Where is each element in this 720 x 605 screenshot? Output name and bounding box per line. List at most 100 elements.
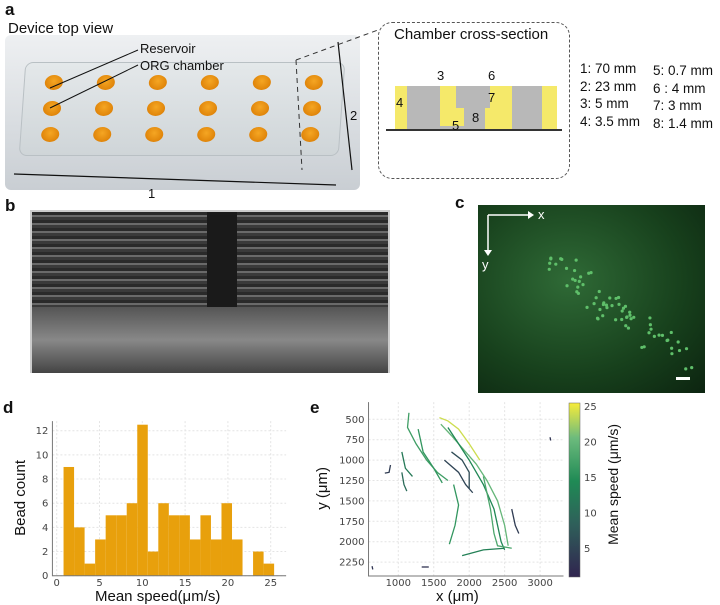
- legend-4: 4: 3.5 mm: [580, 113, 641, 129]
- cs-label-5: 5: [452, 118, 460, 133]
- axis-arrows: [484, 211, 694, 380]
- bead: [548, 261, 552, 265]
- e-xlabel: x (μm): [436, 588, 479, 605]
- y-tick-label: 8: [42, 475, 48, 486]
- histogram-bar: [63, 466, 75, 576]
- dimension-legend-2: 5: 0.7 mm 6 : 4 mm 7: 3 mm 8: 1.4 mm: [653, 62, 720, 132]
- bead: [648, 316, 652, 320]
- bead: [614, 296, 618, 301]
- bead: [592, 302, 596, 306]
- y-tick-label: 2000: [339, 537, 364, 548]
- bead: [670, 346, 674, 350]
- bead: [657, 333, 661, 337]
- histogram-bar: [263, 563, 275, 576]
- y-axis-label: y: [482, 257, 489, 272]
- bead: [547, 267, 551, 271]
- histogram-bar: [253, 551, 264, 576]
- y-tick-label: 12: [36, 426, 49, 437]
- dimension-2-label: 2: [350, 108, 358, 123]
- device-top-view-title: Device top view: [8, 20, 114, 37]
- bead-track: [443, 459, 474, 494]
- bead-track: [461, 547, 505, 557]
- bead-track: [451, 451, 470, 489]
- bead-track: [511, 508, 520, 534]
- bead: [617, 302, 621, 306]
- bead: [626, 326, 631, 330]
- bead-track: [406, 412, 449, 482]
- histogram-bar: [158, 503, 169, 576]
- bead: [581, 282, 585, 287]
- histogram-bar: [147, 551, 159, 576]
- x-tick-label: 25: [264, 578, 277, 589]
- bead: [677, 348, 682, 353]
- histogram-bar: [126, 503, 138, 576]
- bead: [620, 309, 624, 313]
- bead: [684, 347, 689, 351]
- bead-track: [401, 472, 408, 492]
- bead-track: [401, 451, 413, 477]
- histogram-bar: [74, 527, 85, 576]
- bead: [565, 284, 569, 288]
- bead: [660, 333, 665, 337]
- colorbar-tick-label: 25: [584, 402, 597, 413]
- bead-track: [440, 423, 509, 546]
- bead: [669, 330, 673, 335]
- bead: [614, 318, 618, 322]
- bead: [648, 323, 652, 327]
- cs-label-3: 3: [437, 68, 445, 83]
- x-tick-label: 0: [54, 578, 60, 589]
- histogram-bar: [116, 515, 127, 576]
- bead-track: [447, 427, 506, 551]
- bead: [573, 278, 577, 283]
- bead: [666, 338, 670, 342]
- legend-6: 6 : 4 mm: [653, 80, 706, 96]
- legend-5: 5: 0.7 mm: [653, 63, 714, 78]
- x-tick-label: 2500: [492, 578, 517, 589]
- d-ylabel: Bead count: [12, 460, 29, 536]
- cs-label-4: 4: [396, 95, 404, 110]
- bead: [684, 367, 688, 371]
- x-tick-label: 10: [136, 578, 149, 589]
- bead: [604, 303, 609, 307]
- bead: [629, 317, 633, 321]
- panel-label-e: e: [310, 398, 320, 417]
- sem-base: [32, 307, 388, 373]
- bead-track: [448, 484, 460, 545]
- bead: [589, 271, 593, 275]
- x-tick-label: 1500: [421, 578, 446, 589]
- bead: [576, 291, 581, 296]
- x-tick-label: 2000: [456, 578, 481, 589]
- d-xlabel: Mean speed(μm/s): [95, 588, 221, 605]
- legend-1: 1: 70 mm: [580, 61, 637, 76]
- y-tick-label: 1750: [339, 517, 364, 528]
- cross-section-title: Chamber cross-section: [394, 26, 549, 43]
- x-tick-label: 3000: [527, 578, 552, 589]
- y-tick-label: 750: [345, 435, 364, 446]
- bead-track: [439, 417, 481, 461]
- sem-image: [30, 210, 390, 373]
- histogram-bar: [179, 515, 190, 576]
- bead: [642, 345, 646, 349]
- e-ylabel: y (μm): [314, 467, 331, 510]
- cs-label-7: 7: [488, 90, 496, 105]
- bead-track: [482, 476, 512, 549]
- histogram-bar: [105, 515, 117, 576]
- bead: [574, 258, 578, 262]
- legend-7: 7: 3 mm: [653, 98, 702, 113]
- colorbar-label: Mean speed (μm/s): [605, 424, 621, 545]
- y-tick-label: 500: [345, 415, 364, 426]
- panel-label-b: b: [5, 196, 16, 215]
- bead: [623, 304, 628, 308]
- y-tick-label: 2250: [339, 558, 364, 569]
- histogram-bar: [168, 515, 180, 576]
- dimension-1-label: 1: [148, 186, 156, 201]
- bead: [624, 324, 628, 328]
- bead: [608, 296, 612, 300]
- histogram-bar: [200, 515, 211, 576]
- colorbar-tick-label: 5: [584, 544, 590, 555]
- histogram-bar: [221, 503, 233, 576]
- bead: [652, 334, 656, 338]
- x-tick-label: 20: [222, 578, 235, 589]
- bead-track: [371, 566, 374, 570]
- bead: [670, 352, 674, 356]
